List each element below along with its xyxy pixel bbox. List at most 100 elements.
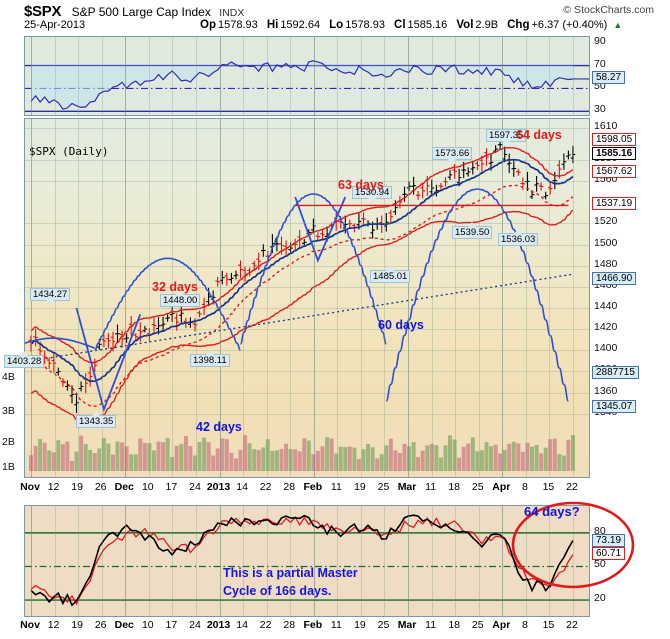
gridline-horizontal bbox=[25, 308, 589, 309]
gridline-vertical bbox=[78, 119, 80, 477]
gridline-vertical bbox=[219, 506, 221, 616]
gridline-vertical bbox=[125, 119, 127, 477]
gridline-vertical bbox=[431, 506, 433, 616]
gridline-vertical bbox=[337, 119, 339, 477]
price-callout: 1398.11 bbox=[190, 349, 230, 367]
date-tick-label: 22 bbox=[259, 481, 272, 493]
gridline-vertical bbox=[54, 506, 56, 616]
quote-date: 25-Apr-2013 bbox=[24, 19, 86, 31]
cycle-length-annotation: 42 days bbox=[196, 420, 242, 434]
price-callout: 1343.35 bbox=[76, 410, 117, 428]
date-tick-label: 26 bbox=[94, 619, 107, 631]
gridline-vertical bbox=[78, 37, 80, 115]
gridline-vertical bbox=[290, 119, 292, 477]
gridline-vertical bbox=[243, 506, 245, 616]
date-tick-label: 11 bbox=[330, 619, 342, 631]
volume-axis-tick: 3B bbox=[2, 405, 15, 417]
gridline-vertical bbox=[502, 119, 504, 477]
gridline-vertical bbox=[525, 37, 527, 115]
gridline-vertical bbox=[290, 37, 292, 115]
gridline-horizontal bbox=[25, 392, 589, 394]
date-tick-label: 14 bbox=[236, 619, 248, 631]
date-tick-label: 8 bbox=[521, 619, 528, 631]
gridline-vertical bbox=[478, 506, 480, 616]
price-callout: 1539.50 bbox=[452, 221, 493, 239]
gridline-vertical bbox=[525, 119, 527, 477]
stochastic-d-flag: 60.71 bbox=[592, 547, 626, 561]
price-value-flag: 1537.19 bbox=[592, 197, 637, 211]
price-value-flag: 1598.05 bbox=[592, 132, 637, 146]
gridline-vertical bbox=[408, 506, 410, 616]
gridline-vertical bbox=[78, 506, 80, 616]
sixtyfour-days-question-annotation: 64 days? bbox=[524, 504, 580, 519]
date-tick-label: Nov bbox=[20, 481, 40, 493]
date-tick-label: 19 bbox=[354, 619, 366, 631]
date-tick-label: 19 bbox=[71, 481, 83, 493]
date-tick-label: Nov bbox=[20, 619, 40, 631]
gridline-vertical bbox=[549, 506, 551, 616]
gridline-vertical bbox=[101, 119, 103, 477]
open-key: Op bbox=[200, 19, 216, 31]
price-callout: 1485.01 bbox=[370, 266, 411, 283]
gridline-vertical bbox=[266, 119, 268, 477]
price-axis-tick: 1480 bbox=[594, 257, 618, 270]
gridline-vertical bbox=[313, 37, 315, 115]
date-tick-label: 12 bbox=[47, 481, 60, 493]
gridline-vertical bbox=[337, 506, 339, 616]
date-tick-label: 12 bbox=[47, 619, 60, 631]
volume-key: Vol bbox=[456, 19, 474, 31]
gridline-vertical bbox=[266, 37, 268, 115]
stochastic-k-flag: 73.19 bbox=[592, 533, 626, 547]
date-tick-label: Feb bbox=[303, 481, 323, 493]
gridline-vertical bbox=[478, 119, 480, 477]
symbol-line: $SPX S&P 500 Large Cap Index INDX bbox=[24, 3, 244, 21]
price-value-flag: 1567.62 bbox=[592, 165, 637, 179]
price-callout: 1597.35 bbox=[486, 129, 527, 147]
price-value-flag: 2887715 bbox=[592, 365, 639, 379]
rsi-plot bbox=[25, 60, 589, 112]
price-value-flag: 1585.16 bbox=[592, 146, 637, 160]
price-axis-tick: 1360 bbox=[594, 384, 618, 397]
date-tick-label: 11 bbox=[330, 481, 342, 493]
gridline-vertical bbox=[573, 506, 574, 616]
price-callout: 1530.94 bbox=[352, 186, 393, 204]
change-value: +6.37 (+0.40%) bbox=[531, 19, 608, 31]
gridline-horizontal bbox=[25, 223, 589, 225]
gridline-vertical bbox=[172, 506, 174, 616]
gridline-vertical bbox=[313, 119, 315, 477]
date-tick-label: 14 bbox=[236, 481, 248, 493]
price-axis-tick: 1420 bbox=[594, 321, 618, 334]
gridline-vertical bbox=[31, 37, 32, 115]
gridline-vertical bbox=[455, 37, 457, 115]
volume-value: 2.9B bbox=[475, 19, 499, 31]
symbol-ticker: $SPX bbox=[24, 3, 62, 20]
gridline-vertical bbox=[502, 37, 504, 115]
gridline-horizontal bbox=[25, 350, 589, 352]
gridline-vertical bbox=[408, 37, 410, 115]
date-tick-label: Dec bbox=[114, 619, 134, 631]
gridline-vertical bbox=[125, 37, 127, 115]
stochastic-panel: This is a partial Master Cycle of 166 da… bbox=[24, 505, 590, 617]
gridline-vertical bbox=[549, 119, 551, 477]
date-tick-label: 17 bbox=[165, 481, 178, 493]
date-tick-label: 2013 bbox=[206, 481, 231, 493]
gridline-vertical bbox=[172, 37, 174, 115]
price-axis-tick: 1500 bbox=[594, 236, 618, 249]
date-tick-label: 15 bbox=[542, 481, 555, 493]
date-tick-label: 10 bbox=[141, 481, 154, 493]
gridline-vertical bbox=[455, 119, 457, 477]
gridline-vertical bbox=[502, 506, 504, 616]
close-value: 1585.16 bbox=[407, 19, 448, 31]
date-tick-label: 25 bbox=[377, 619, 390, 631]
high-value: 1592.64 bbox=[280, 19, 321, 31]
volume-axis-tick: 1B bbox=[2, 461, 15, 473]
gridline-vertical bbox=[243, 37, 245, 115]
gridline-horizontal bbox=[25, 286, 589, 288]
date-axis-top: Nov 12 19 26 Dec 10 17 24 2013 14 22 28 Feb 11 19 25 Mar… bbox=[20, 481, 590, 497]
gridline-vertical bbox=[266, 506, 268, 616]
change-key: Chg bbox=[507, 19, 530, 31]
date-tick-label: 8 bbox=[521, 481, 528, 493]
date-tick-label: Feb bbox=[303, 619, 323, 631]
gridline-vertical bbox=[360, 37, 362, 115]
price-panel: $SPX (Daily) bbox=[24, 118, 590, 478]
